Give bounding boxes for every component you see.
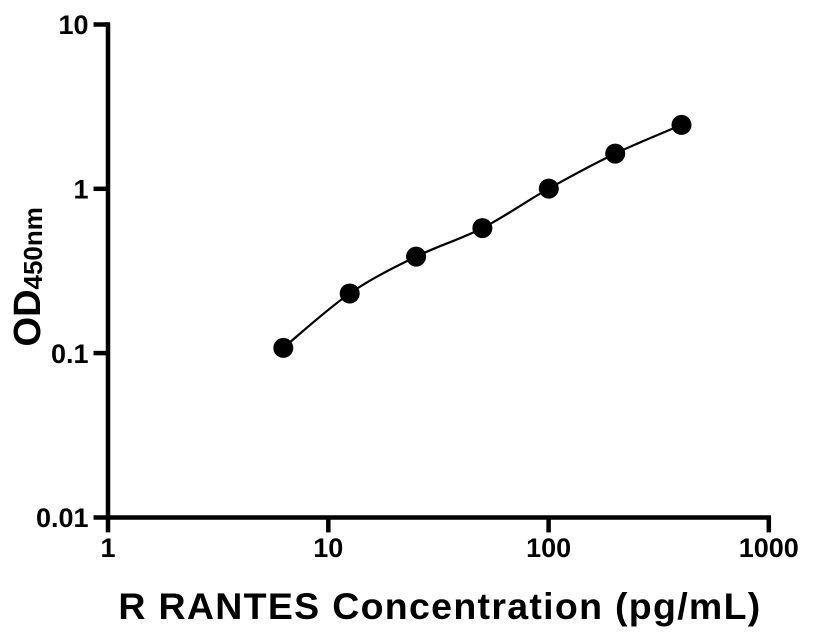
svg-text:10: 10 <box>313 533 343 563</box>
svg-text:1: 1 <box>100 533 115 563</box>
svg-text:100: 100 <box>526 533 571 563</box>
svg-text:0.1: 0.1 <box>51 339 89 369</box>
svg-text:10: 10 <box>58 10 88 40</box>
svg-text:R RANTES Concentration (pg/mL): R RANTES Concentration (pg/mL) <box>118 585 761 627</box>
svg-text:0.01: 0.01 <box>36 503 89 533</box>
svg-text:1: 1 <box>73 175 88 205</box>
svg-text:1000: 1000 <box>739 533 799 563</box>
svg-text:OD450nm: OD450nm <box>7 207 49 346</box>
